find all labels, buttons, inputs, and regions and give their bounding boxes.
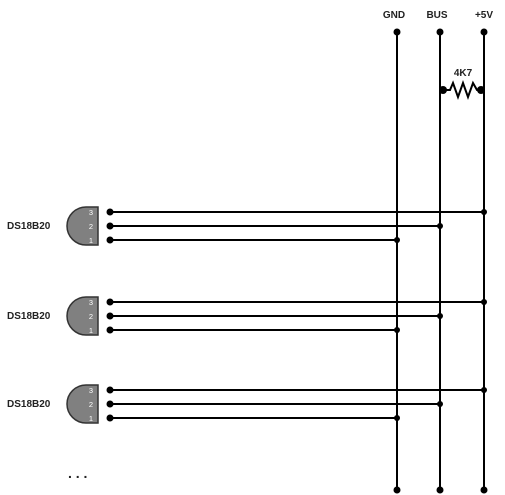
pin-terminal [106,208,114,216]
rail-label-vcc: +5V [475,10,493,21]
pin-terminal [106,326,114,334]
sensor-ds18b20: DS18B20 3 2 1 [7,206,487,246]
pin-number: 3 [89,298,93,307]
resistor-label: 4K7 [454,68,473,79]
pin-terminal [106,298,114,306]
resistor-vcc-junction [477,86,485,94]
pin-number: 3 [89,208,93,217]
pullup-resistor [440,80,484,100]
rail-junction-bus [437,313,443,319]
pin-number: 2 [89,312,93,321]
sensor-label: DS18B20 [7,311,51,322]
sensor-ds18b20: DS18B20 3 2 1 [7,384,487,424]
rail-junction-bus [437,401,443,407]
sensor-body [66,296,99,336]
pin-terminal [106,222,114,230]
pin-terminal [106,386,114,394]
sensor-group: DS18B20 3 2 1 DS18B20 3 2 1 DS18B20 3 2 1 [7,206,487,424]
rail-gnd-bottom-terminal [393,486,401,494]
rail-junction-gnd [394,415,400,421]
sensor-body [66,384,99,424]
rail-junction-bus [437,223,443,229]
rail-gnd-top-terminal [393,28,401,36]
pin-terminal [106,236,114,244]
pin-terminal [106,312,114,320]
pin-number: 1 [89,236,93,245]
pin-number: 1 [89,414,93,423]
pin-terminal [106,414,114,422]
rail-junction-vcc [481,299,487,305]
pin-terminal [106,400,114,408]
pin-number: 3 [89,386,93,395]
rail-junction-gnd [394,327,400,333]
sensor-label: DS18B20 [7,399,51,410]
rail-junction-gnd [394,237,400,243]
rail-vcc-bottom-terminal [480,486,488,494]
rail-bus-bottom-terminal [436,486,444,494]
resistor-bus-junction [439,86,447,94]
rail-label-gnd: GND [383,10,405,21]
rail-bus-top-terminal [436,28,444,36]
pin-number: 2 [89,400,93,409]
sensor-label: DS18B20 [7,221,51,232]
rail-junction-vcc [481,209,487,215]
sensor-body [66,206,99,246]
more-sensors-ellipsis: . . . [68,465,87,481]
rail-junction-vcc [481,387,487,393]
pin-number: 2 [89,222,93,231]
rail-vcc-top-terminal [480,28,488,36]
rail-label-bus: BUS [426,10,447,21]
pin-number: 1 [89,326,93,335]
sensor-ds18b20: DS18B20 3 2 1 [7,296,487,336]
